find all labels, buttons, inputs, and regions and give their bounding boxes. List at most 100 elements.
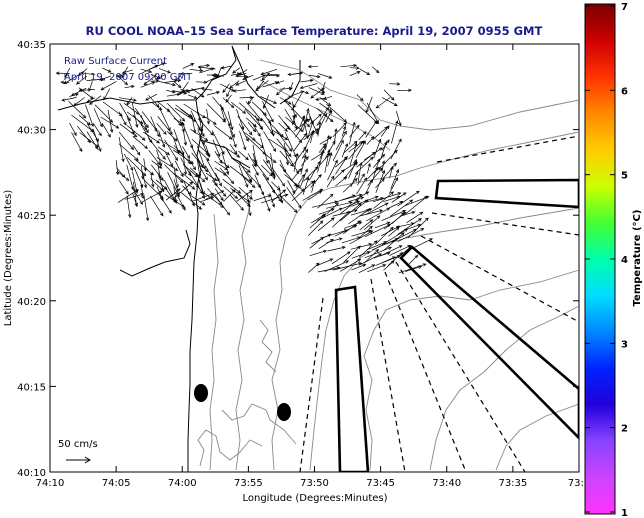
current-vector-arrow bbox=[365, 120, 378, 138]
x-tick-label: 74:10 bbox=[36, 478, 65, 489]
current-vector-arrow bbox=[220, 108, 226, 123]
beam-outline-center bbox=[334, 285, 370, 472]
current-vector-arrow bbox=[263, 131, 277, 152]
current-vector-arrow bbox=[126, 125, 146, 141]
current-vector-arrow bbox=[299, 83, 318, 90]
current-vector-arrow bbox=[326, 175, 335, 188]
current-vector-arrow bbox=[287, 180, 296, 195]
current-vector-arrow bbox=[166, 108, 182, 127]
current-vector-arrow bbox=[383, 232, 405, 251]
current-vector-arrow bbox=[390, 138, 402, 160]
current-vector-arrow bbox=[340, 199, 359, 215]
current-vector-arrow bbox=[355, 199, 369, 210]
current-vector-arrow bbox=[165, 152, 173, 168]
current-vector-arrow bbox=[182, 63, 195, 69]
current-vector-arrow bbox=[341, 125, 347, 137]
current-vector-arrow bbox=[238, 150, 249, 161]
x-tick-label: 74:00 bbox=[168, 478, 197, 489]
current-vector-arrow bbox=[205, 76, 219, 83]
current-vector-arrow bbox=[397, 88, 413, 92]
current-vector-arrow bbox=[317, 73, 333, 79]
current-vector-arrow bbox=[357, 173, 365, 186]
current-vector-arrow bbox=[405, 195, 428, 214]
current-vector-arrow bbox=[141, 64, 159, 74]
current-vector-arrow bbox=[317, 121, 322, 137]
current-vector-arrow bbox=[80, 71, 96, 76]
current-vector-arrow bbox=[389, 165, 394, 179]
current-vector-arrow bbox=[335, 193, 363, 203]
current-vector-arrow bbox=[326, 201, 353, 209]
current-vector-arrow bbox=[75, 75, 88, 85]
current-vector-arrow bbox=[118, 97, 137, 102]
current-vector-arrow bbox=[332, 169, 345, 181]
current-vector-arrow bbox=[383, 89, 395, 101]
current-vector-arrow bbox=[335, 176, 348, 187]
current-vector-arrow bbox=[380, 141, 388, 160]
current-vector-arrow bbox=[391, 192, 407, 203]
current-vector-arrow bbox=[367, 241, 388, 250]
current-vector-arrow bbox=[351, 229, 372, 237]
current-vector-arrow bbox=[366, 162, 371, 174]
current-vector-arrow bbox=[252, 158, 270, 181]
current-vector-arrow bbox=[381, 160, 386, 172]
current-vector-arrow bbox=[355, 191, 370, 200]
current-vector-arrow bbox=[166, 130, 178, 142]
current-vector-arrow bbox=[173, 81, 182, 89]
current-vector-arrow bbox=[335, 155, 348, 175]
x-tick-label: 73:40 bbox=[432, 478, 461, 489]
current-vector-arrow bbox=[173, 166, 179, 189]
current-vector-arrow bbox=[295, 118, 308, 138]
current-vector-arrow bbox=[219, 159, 230, 169]
current-vector-arrow bbox=[158, 68, 172, 74]
current-vector-arrow bbox=[126, 195, 132, 219]
current-vector-arrow bbox=[205, 190, 225, 200]
current-vector-arrow bbox=[388, 226, 400, 237]
current-vector-arrow bbox=[174, 160, 184, 178]
current-vector-arrow bbox=[261, 193, 289, 204]
current-vector-arrow bbox=[188, 158, 197, 171]
current-vector-arrow bbox=[198, 180, 206, 200]
current-vector-arrow bbox=[383, 212, 407, 230]
current-vector-arrow bbox=[101, 122, 111, 138]
current-vector-arrow bbox=[118, 131, 135, 151]
current-vector-arrow bbox=[397, 218, 422, 235]
current-vector-arrow bbox=[181, 121, 194, 149]
current-vector-arrow bbox=[366, 136, 375, 145]
current-vector-arrow bbox=[214, 188, 224, 202]
current-vector-arrow bbox=[343, 245, 361, 263]
current-vector-arrow bbox=[132, 144, 141, 156]
current-vector-arrow bbox=[301, 148, 309, 159]
current-vector-arrow bbox=[223, 186, 239, 200]
current-vector-arrow bbox=[286, 186, 302, 209]
current-vector-arrow bbox=[232, 89, 247, 93]
beam-outline-east bbox=[399, 245, 579, 440]
current-vector-arrow bbox=[397, 228, 425, 243]
y-tick-label: 40:30 bbox=[17, 126, 46, 137]
current-vector-arrow bbox=[322, 95, 333, 100]
current-vector-arrow bbox=[182, 129, 188, 146]
radar-beam-outlines bbox=[299, 135, 579, 472]
current-vector-arrow bbox=[349, 66, 360, 70]
beam-outline-north bbox=[434, 178, 579, 209]
current-vector-arrow bbox=[349, 124, 360, 138]
current-vector-arrow bbox=[262, 173, 276, 194]
y-axis-label: Latitude (Degrees:Minutes) bbox=[3, 190, 14, 327]
current-vector-arrow bbox=[156, 149, 163, 167]
current-vector-arrow bbox=[238, 160, 253, 182]
map-title: RU COOL NOAA–15 Sea Surface Temperature:… bbox=[85, 24, 543, 38]
current-vector-arrow bbox=[351, 195, 379, 207]
y-tick-label: 40:10 bbox=[17, 468, 46, 479]
current-vector-arrow bbox=[381, 97, 398, 107]
current-vector-arrow bbox=[150, 164, 164, 182]
current-vector-arrow bbox=[244, 132, 256, 141]
current-vector-arrow bbox=[307, 64, 319, 69]
current-vector-arrow bbox=[340, 63, 358, 68]
current-vector-arrow bbox=[211, 73, 224, 78]
current-vector-arrow bbox=[374, 226, 394, 245]
current-vector-arrow bbox=[85, 104, 94, 128]
current-vector-arrow bbox=[251, 164, 259, 176]
current-vector-arrow bbox=[324, 140, 336, 160]
buoy-marker-west bbox=[194, 384, 208, 402]
current-vector-arrow bbox=[262, 81, 279, 88]
current-vector-arrow bbox=[359, 219, 374, 231]
